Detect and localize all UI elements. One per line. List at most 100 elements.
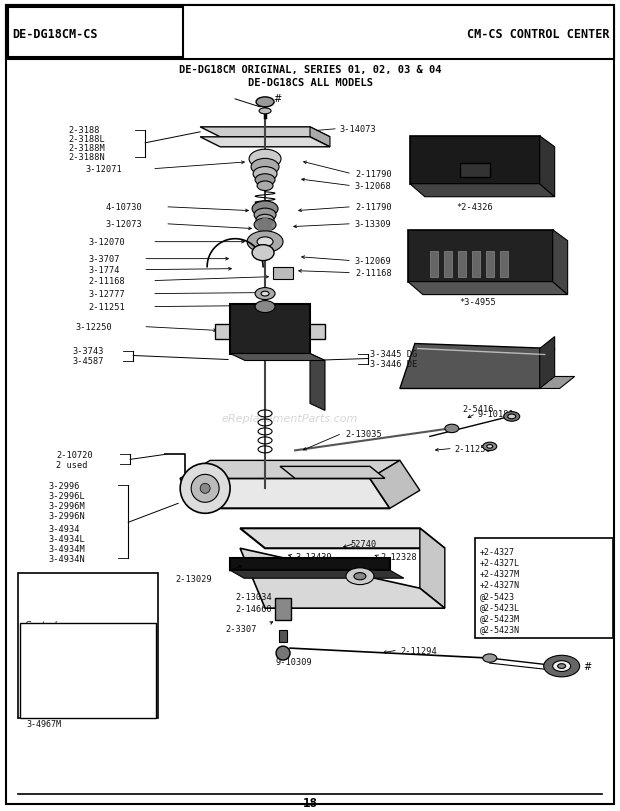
Text: 9-10309: 9-10309 — [275, 657, 312, 666]
Text: Assemblies: Assemblies — [24, 640, 75, 649]
Polygon shape — [370, 461, 420, 508]
Text: 2-13035: 2-13035 — [345, 429, 382, 439]
Polygon shape — [400, 377, 575, 389]
FancyArrow shape — [256, 218, 274, 231]
Text: 3-13309: 3-13309 — [355, 220, 392, 229]
Polygon shape — [215, 324, 325, 339]
Text: 2-13029: 2-13029 — [175, 574, 212, 583]
Bar — [410, 136, 539, 185]
Text: Center: Center — [24, 630, 55, 639]
Ellipse shape — [254, 209, 276, 222]
Polygon shape — [240, 548, 445, 608]
Text: 3-4587: 3-4587 — [73, 357, 104, 366]
Polygon shape — [180, 461, 400, 478]
Circle shape — [200, 483, 210, 494]
Ellipse shape — [503, 412, 520, 422]
Ellipse shape — [257, 238, 273, 247]
Ellipse shape — [252, 202, 278, 217]
Text: 18: 18 — [303, 796, 317, 809]
Polygon shape — [410, 185, 555, 198]
Polygon shape — [230, 559, 390, 570]
Ellipse shape — [557, 664, 565, 668]
Text: 3-12071: 3-12071 — [86, 165, 122, 174]
Ellipse shape — [255, 301, 275, 313]
Text: 3-3743: 3-3743 — [73, 346, 104, 355]
Polygon shape — [310, 127, 330, 148]
Bar — [6, 6, 614, 60]
Text: 3-3844N: 3-3844N — [27, 683, 61, 692]
Text: *2-4326: *2-4326 — [456, 203, 493, 212]
Polygon shape — [310, 354, 325, 411]
Text: 2-11294: 2-11294 — [400, 646, 436, 654]
Ellipse shape — [259, 109, 271, 114]
Text: +2-4327N: +2-4327N — [480, 580, 520, 589]
Text: +2-4327M: +2-4327M — [480, 569, 520, 578]
Text: 3-4967M: 3-4967M — [27, 719, 61, 727]
Bar — [408, 230, 552, 282]
Text: 3-3445 DG: 3-3445 DG — [370, 350, 417, 358]
Text: +2-4327: +2-4327 — [480, 547, 515, 556]
Polygon shape — [200, 127, 330, 138]
Polygon shape — [539, 337, 555, 389]
Polygon shape — [420, 529, 445, 608]
Text: 2-3188M: 2-3188M — [68, 144, 105, 153]
Text: 2-11790: 2-11790 — [355, 203, 392, 212]
Polygon shape — [230, 354, 325, 361]
Bar — [472, 251, 480, 277]
Ellipse shape — [253, 167, 277, 182]
Text: 3-12250: 3-12250 — [75, 323, 112, 332]
Text: 3-14073: 3-14073 — [340, 125, 377, 134]
Ellipse shape — [255, 174, 275, 187]
Bar — [19, 573, 158, 718]
Bar — [273, 268, 293, 279]
Ellipse shape — [354, 573, 366, 580]
Ellipse shape — [252, 246, 274, 261]
Text: 3-4934: 3-4934 — [48, 524, 80, 533]
Ellipse shape — [487, 445, 493, 448]
Text: 3-2996M: 3-2996M — [48, 501, 85, 510]
Polygon shape — [230, 570, 404, 578]
Polygon shape — [180, 478, 390, 508]
Text: 2-3188: 2-3188 — [68, 127, 100, 135]
Text: 3-3844: 3-3844 — [27, 659, 56, 667]
Text: 3-13439: 3-13439 — [295, 552, 332, 561]
Text: @2-5423L: @2-5423L — [480, 602, 520, 611]
Text: 3-3446 DE: 3-3446 DE — [370, 359, 417, 368]
Text: 3-12068: 3-12068 — [355, 182, 392, 191]
Polygon shape — [552, 230, 568, 295]
Ellipse shape — [256, 98, 274, 108]
Text: 3-4967: 3-4967 — [27, 695, 56, 704]
Ellipse shape — [247, 232, 283, 253]
Text: 2-5416: 2-5416 — [462, 405, 494, 414]
Bar — [430, 251, 438, 277]
Ellipse shape — [254, 219, 276, 232]
Text: 2-3188L: 2-3188L — [68, 135, 105, 144]
Text: CM-CS CONTROL CENTER: CM-CS CONTROL CENTER — [467, 28, 609, 41]
Bar — [485, 251, 494, 277]
Text: 3-12069: 3-12069 — [355, 257, 392, 266]
Polygon shape — [280, 467, 385, 478]
Text: 2-11250: 2-11250 — [455, 444, 492, 453]
Ellipse shape — [445, 425, 459, 433]
Text: Control: Control — [24, 620, 57, 629]
Text: 3-4934L: 3-4934L — [48, 534, 85, 543]
Ellipse shape — [251, 159, 279, 176]
Text: 2-11790: 2-11790 — [355, 170, 392, 179]
Text: DE-DG18CS ALL MODELS: DE-DG18CS ALL MODELS — [247, 78, 373, 88]
Ellipse shape — [276, 646, 290, 660]
Text: 3-12777: 3-12777 — [88, 290, 125, 298]
Text: #: # — [273, 94, 281, 104]
Text: 52740: 52740 — [350, 539, 376, 548]
Text: @2-5423: @2-5423 — [480, 591, 515, 600]
Text: 3-2996: 3-2996 — [48, 481, 80, 490]
Text: 2-12328: 2-12328 — [380, 552, 417, 561]
Text: 9-10181: 9-10181 — [478, 410, 515, 418]
Ellipse shape — [249, 150, 281, 169]
Bar — [275, 599, 291, 620]
Polygon shape — [539, 136, 555, 198]
Text: @2-5423N: @2-5423N — [480, 624, 520, 633]
Text: 2-11168: 2-11168 — [355, 268, 392, 278]
Text: #: # — [583, 661, 591, 672]
Bar — [444, 251, 452, 277]
Text: DE-DG18CM ORIGINAL, SERIES 01, 02, 03 & 04: DE-DG18CM ORIGINAL, SERIES 01, 02, 03 & … — [179, 65, 441, 75]
